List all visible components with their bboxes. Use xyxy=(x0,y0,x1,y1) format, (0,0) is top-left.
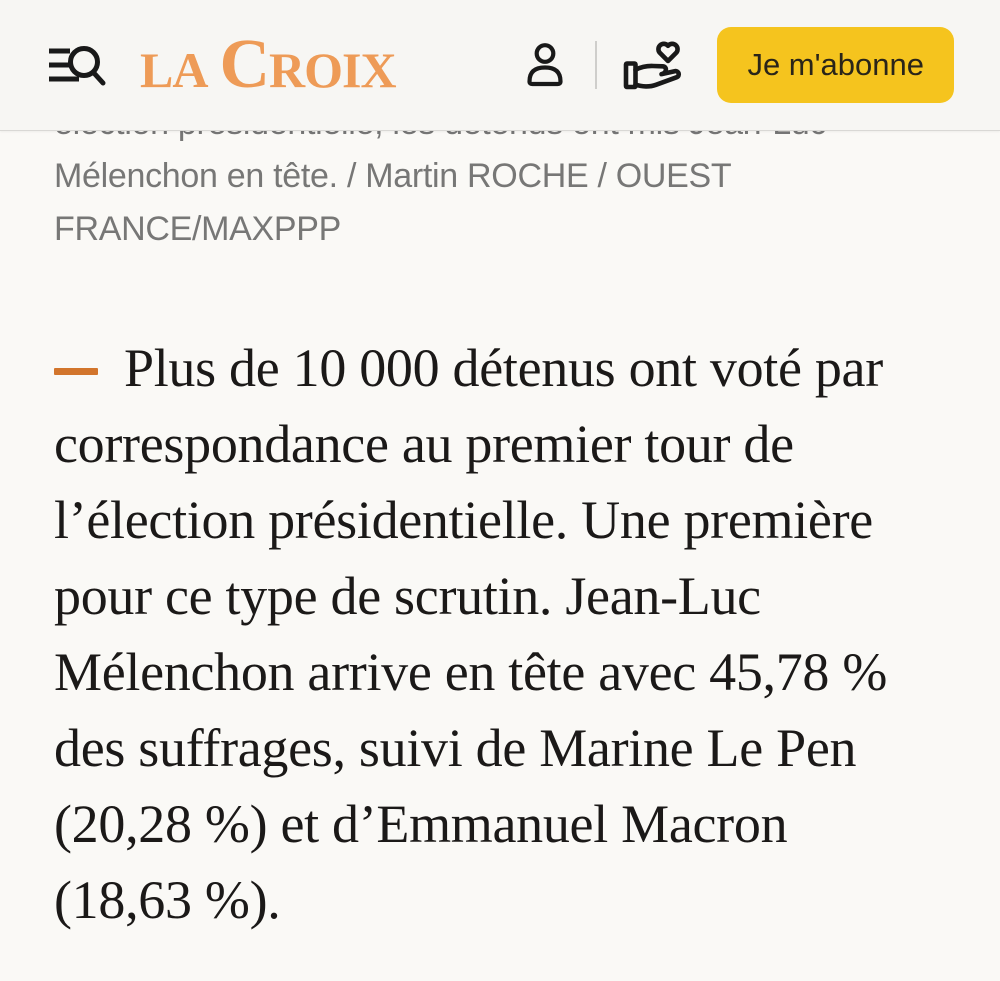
lead-dash xyxy=(54,368,98,375)
account-button[interactable] xyxy=(521,41,569,89)
menu-search-button[interactable] xyxy=(46,38,106,92)
header-actions: Je m'abonne xyxy=(521,27,954,103)
brand-logo-text: C xyxy=(219,26,270,103)
article-page: élection présidentielle, les détenus ont… xyxy=(0,97,1000,938)
subscribe-button[interactable]: Je m'abonne xyxy=(717,27,954,103)
menu-search-icon xyxy=(46,38,106,92)
person-icon xyxy=(521,41,569,89)
caption-line: Mélenchon en tête. / Martin ROCHE / OUES… xyxy=(54,157,732,195)
caption-line: FRANCE/MAXPPP xyxy=(54,210,342,248)
brand-logo-text: LA xyxy=(140,42,208,98)
article-lead: Plus de 10 000 détenus ont voté par corr… xyxy=(54,330,904,938)
site-header: LA C ROIX Je m'abonne xyxy=(0,0,1000,131)
brand-logo[interactable]: LA C ROIX xyxy=(140,26,397,103)
header-divider xyxy=(595,41,598,89)
hand-heart-icon xyxy=(623,36,685,94)
donate-button[interactable] xyxy=(623,36,685,94)
lead-text: Plus de 10 000 détenus ont voté par corr… xyxy=(54,338,888,930)
brand-logo-text: ROIX xyxy=(269,42,397,98)
